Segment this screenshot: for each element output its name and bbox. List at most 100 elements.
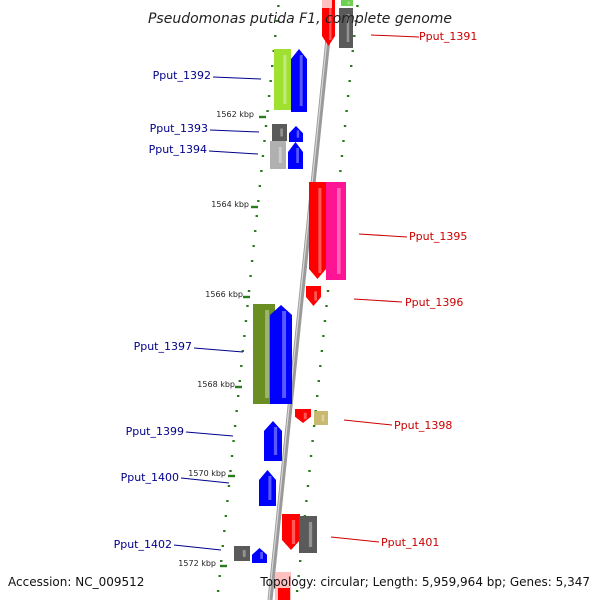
accession-text: Accession: NC_009512 (8, 575, 144, 589)
label-leader-line (208, 150, 259, 155)
gene-pput-1402-gray-highlight (242, 550, 246, 557)
gene-pput-1391-red[interactable] (322, 0, 335, 46)
gene-pput-1392-lime-shape (274, 49, 291, 110)
label-leader-line (185, 431, 234, 437)
gene-pput-1397-blue[interactable] (270, 305, 292, 404)
ruler-dot-left (216, 590, 220, 592)
gene-pput-1396-red[interactable] (306, 286, 321, 306)
gene-pput-1401-gray[interactable] (299, 516, 317, 553)
gene-pput-1392-blue[interactable] (291, 49, 307, 112)
gene-pput-1400-blue-highlight (268, 476, 272, 500)
ruler-dot-right (351, 50, 354, 52)
gene-pput-1395-red[interactable] (309, 182, 326, 279)
gene-label-pput-1401[interactable]: Pput_1401 (381, 536, 439, 549)
gene-pput-1398-khaki[interactable] (314, 411, 328, 425)
gene-pput-1391-green[interactable] (341, 0, 353, 6)
ruler-dot-left (271, 65, 274, 67)
gene-pput-1392-blue-shape (291, 49, 307, 112)
gene-label-pput-1399[interactable]: Pput_1399 (126, 425, 184, 438)
gene-pput-1402-gray[interactable] (234, 546, 250, 561)
kbp-label-1562: 1562 kbp (216, 110, 254, 119)
ruler-dot-left (246, 305, 249, 307)
gene-pput-1394-silver[interactable] (270, 141, 286, 169)
ruler-dot-left (241, 350, 245, 352)
gene-pput-1398-red[interactable] (295, 409, 311, 423)
gene-pput-1401-red-highlight (291, 520, 296, 544)
gene-pput-1401-gray-shape (299, 516, 317, 553)
gene-pput-1402-blue-highlight (260, 552, 263, 559)
gene-pput-1391-gray-highlight (346, 14, 350, 42)
gene-pput-1394-blue-highlight (296, 148, 299, 163)
ruler-dot-left (226, 500, 229, 502)
ruler-dot-left (252, 245, 255, 247)
gene-label-pput-1393[interactable]: Pput_1393 (150, 122, 208, 135)
ruler-dot-left (249, 275, 252, 277)
ruler-dot-right (305, 500, 308, 502)
kbp-tick (251, 205, 258, 209)
ruler-dot-right (317, 380, 320, 382)
label-leaders (173, 34, 420, 551)
ruler-dot-left (274, 35, 277, 37)
gene-pput-1391-pink[interactable] (322, 0, 332, 8)
gene-pput-1399-blue[interactable] (264, 421, 282, 461)
kbp-label-1572: 1572 kbp (178, 559, 216, 568)
ruler-dot-right (356, 5, 359, 7)
kbp-label-1568: 1568 kbp (197, 380, 235, 389)
label-leader-line (358, 233, 408, 238)
gene-pput-1395-magenta-shape (326, 182, 346, 280)
gene-label-pput-1395[interactable]: Pput_1395 (409, 230, 467, 243)
gene-pput-1393-gray-highlight (280, 128, 283, 137)
gene-pput-1391-gray[interactable] (339, 8, 353, 48)
gene-pput-1394-blue[interactable] (288, 142, 303, 169)
gene-pput-1395-magenta[interactable] (326, 182, 346, 280)
gene-label-pput-1397[interactable]: Pput_1397 (134, 340, 192, 353)
ruler-dot-right (309, 455, 313, 457)
gene-label-pput-1398[interactable]: Pput_1398 (394, 419, 452, 432)
gene-features (234, 0, 353, 600)
ruler-dot-left (238, 380, 241, 382)
gene-pput-1392-lime-highlight (283, 55, 287, 104)
ruler-dot-left (263, 140, 266, 142)
gene-label-pput-1391[interactable]: Pput_1391 (419, 30, 477, 43)
gene-pput-1397-olive[interactable] (253, 304, 275, 404)
gene-label-pput-1402[interactable]: Pput_1402 (114, 538, 172, 551)
gene-label-pput-1400[interactable]: Pput_1400 (121, 471, 179, 484)
gene-pput-1402-blue[interactable] (252, 548, 267, 563)
gene-pput-1401-red[interactable] (282, 514, 300, 550)
ruler-dot-left (257, 200, 260, 202)
ruler-dot-right (346, 95, 350, 97)
gene-label-pput-1392[interactable]: Pput_1392 (153, 69, 211, 82)
gene-pput-1391-red-shape (322, 0, 335, 46)
gene-pput-1392-lime[interactable] (274, 49, 291, 110)
gene-pput-1398-khaki-shape (314, 411, 328, 425)
gene-pput-1393-gray[interactable] (272, 124, 287, 141)
kbp-ticks (220, 115, 266, 568)
gene-next-red-shape (278, 588, 290, 600)
gene-pput-1400-blue[interactable] (259, 470, 276, 506)
ruler-dot-left (266, 110, 269, 112)
ruler-dot-right (322, 335, 325, 337)
ruler-dot-right (325, 305, 328, 307)
ruler-dot-left (269, 80, 272, 82)
gene-label-pput-1394[interactable]: Pput_1394 (149, 143, 207, 156)
gene-pput-1393-blue[interactable] (289, 126, 303, 142)
gene-next-red[interactable] (278, 588, 290, 600)
label-leader-line (173, 544, 222, 551)
gene-label-pput-1396[interactable]: Pput_1396 (405, 296, 463, 309)
gene-pput-1395-red-shape (309, 182, 326, 279)
ruler-dot-right (343, 125, 347, 127)
ruler-dot-left (243, 335, 246, 337)
map-title: Pseudomonas putida F1, complete genome (148, 11, 452, 27)
label-leader-line (370, 34, 420, 38)
ruler-dot-left (260, 170, 263, 172)
kbp-label-1570: 1570 kbp (188, 469, 226, 478)
kbp-tick (235, 385, 242, 389)
ruler-dot-left (235, 410, 238, 412)
gene-pput-1401-red-shape (282, 514, 300, 550)
ruler-dot-right (311, 440, 314, 442)
ruler-dot-right (295, 590, 299, 592)
ruler-dot-right (353, 35, 356, 37)
ruler-dot-left (254, 230, 257, 232)
ruler-dot-right (348, 80, 351, 82)
